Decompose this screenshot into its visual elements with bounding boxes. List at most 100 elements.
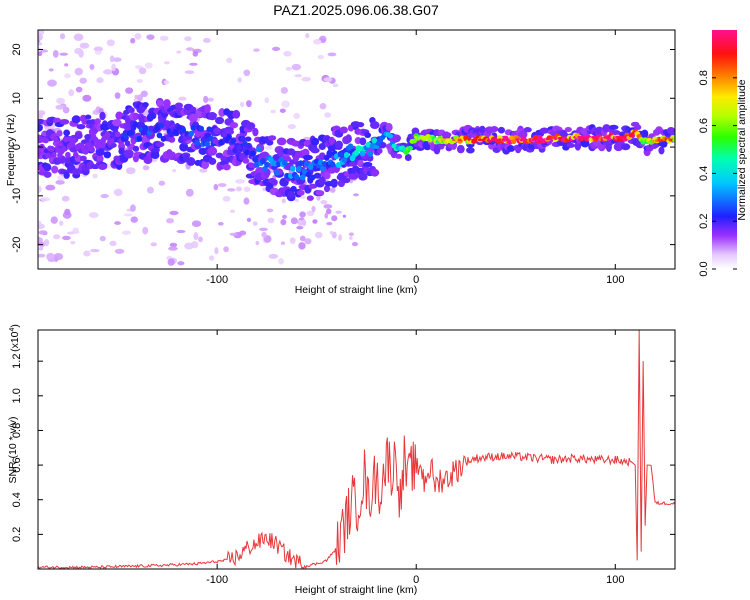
heatmap-cell bbox=[124, 140, 131, 147]
heatmap-cell bbox=[97, 163, 108, 170]
heatmap-cell bbox=[329, 161, 336, 168]
heatmap-cell bbox=[88, 146, 95, 153]
heatmap-speckle bbox=[38, 33, 44, 41]
heatmap-cell bbox=[299, 174, 306, 181]
heatmap-speckle bbox=[243, 69, 251, 77]
heatmap-cell bbox=[176, 124, 183, 131]
heatmap-cell bbox=[206, 126, 212, 133]
heatmap-cell bbox=[240, 135, 246, 142]
heatmap-speckle bbox=[227, 188, 236, 192]
heatmap-speckle bbox=[283, 50, 292, 57]
heatmap-speckle bbox=[203, 95, 209, 104]
heatmap-cell bbox=[73, 151, 79, 158]
heatmap-cell bbox=[71, 115, 81, 124]
heatmap-cell bbox=[246, 142, 252, 149]
heatmap-cell bbox=[56, 130, 63, 137]
heatmap-speckle bbox=[112, 57, 122, 62]
heatmap-cell bbox=[356, 121, 365, 128]
heatmap-speckle bbox=[59, 33, 66, 40]
heatmap-speckle bbox=[199, 168, 208, 173]
colorbar-tick-label: 0.2 bbox=[698, 214, 710, 229]
heatmap-cell bbox=[359, 137, 367, 146]
heatmap-cell bbox=[43, 171, 52, 178]
heatmap-speckle bbox=[109, 55, 115, 63]
heatmap-cell bbox=[208, 157, 217, 165]
heatmap-cell bbox=[308, 183, 318, 189]
heatmap-cell bbox=[318, 142, 326, 151]
colorbar-tick-label: 0.8 bbox=[698, 70, 710, 85]
heatmap-speckle bbox=[176, 229, 186, 234]
heatmap-speckle bbox=[294, 198, 299, 203]
heatmap-cell bbox=[566, 142, 575, 148]
heatmap-cell bbox=[407, 145, 414, 151]
heatmap-cell bbox=[190, 106, 197, 114]
heatmap-speckle bbox=[185, 47, 195, 51]
heatmap-speckle bbox=[281, 100, 290, 108]
heatmap-speckle bbox=[121, 230, 132, 235]
heatmap-cell bbox=[358, 172, 368, 181]
heatmap-speckle bbox=[92, 173, 98, 179]
heatmap-cell bbox=[608, 124, 619, 130]
heatmap-speckle bbox=[259, 227, 268, 232]
heatmap-cell bbox=[168, 136, 176, 143]
heatmap-speckle bbox=[43, 239, 50, 247]
heatmap-cell bbox=[364, 132, 372, 139]
heatmap-speckle bbox=[166, 218, 174, 224]
heatmap-speckle bbox=[301, 76, 311, 82]
heatmap-cell bbox=[343, 152, 350, 159]
heatmap-speckle bbox=[130, 37, 136, 44]
heatmap-speckle bbox=[123, 213, 133, 217]
heatmap-speckle bbox=[329, 230, 334, 235]
heatmap-speckle bbox=[129, 204, 136, 212]
heatmap-speckle bbox=[294, 74, 302, 78]
heatmap-speckle bbox=[169, 242, 178, 248]
snr-y-tick-label: 0.6 bbox=[11, 457, 23, 472]
heatmap-cell bbox=[244, 136, 252, 142]
heatmap-cell bbox=[387, 133, 394, 139]
heatmap-speckle bbox=[38, 114, 44, 119]
heatmap-cell bbox=[43, 137, 49, 144]
heatmap-speckle bbox=[53, 252, 64, 261]
heatmap-speckle bbox=[261, 231, 267, 238]
heatmap-speckle bbox=[236, 186, 243, 192]
heatmap-speckle bbox=[299, 235, 306, 242]
heatmap-cell bbox=[142, 124, 149, 131]
heatmap-cell bbox=[620, 143, 631, 151]
heatmap-speckle bbox=[47, 79, 57, 87]
heatmap-cell bbox=[276, 137, 287, 146]
heatmap-speckle bbox=[83, 250, 91, 257]
heatmap-cell bbox=[51, 165, 59, 174]
heatmap-cell bbox=[154, 125, 161, 132]
heatmap-speckle bbox=[299, 211, 306, 218]
heatmap-speckle bbox=[38, 42, 43, 46]
heatmap-cell bbox=[148, 112, 157, 120]
heatmap-speckle bbox=[144, 62, 153, 69]
heatmap-cell bbox=[272, 160, 278, 167]
heatmap-cell bbox=[256, 146, 262, 153]
heatmap-speckle bbox=[280, 87, 288, 94]
heatmap-cell bbox=[313, 172, 322, 179]
heatmap-cell bbox=[347, 143, 354, 150]
colorbar-tick-label: 0.6 bbox=[698, 118, 710, 133]
heatmap-speckle bbox=[125, 167, 136, 175]
heatmap-speckle bbox=[280, 241, 286, 245]
heatmap-cell bbox=[395, 153, 403, 159]
heatmap-cell bbox=[302, 154, 313, 161]
heatmap-speckle bbox=[264, 145, 273, 150]
heatmap-speckle bbox=[301, 219, 307, 227]
heatmap-speckle bbox=[72, 227, 80, 233]
heatmap-cell bbox=[658, 146, 665, 155]
heatmap-speckle bbox=[213, 183, 219, 191]
heatmap-cell bbox=[323, 184, 331, 193]
heatmap-cell bbox=[82, 148, 89, 155]
heatmap-speckle bbox=[217, 183, 227, 188]
heatmap-cell bbox=[310, 147, 320, 154]
heatmap-speckle bbox=[239, 101, 245, 108]
heatmap-cell bbox=[297, 160, 304, 167]
heatmap-speckle bbox=[253, 48, 260, 52]
heatmap-speckle bbox=[146, 34, 155, 40]
heatmap-cell bbox=[214, 116, 225, 125]
spectrogram-frame bbox=[37, 29, 676, 270]
heatmap-cell bbox=[403, 150, 410, 155]
heatmap-cell bbox=[342, 177, 351, 184]
